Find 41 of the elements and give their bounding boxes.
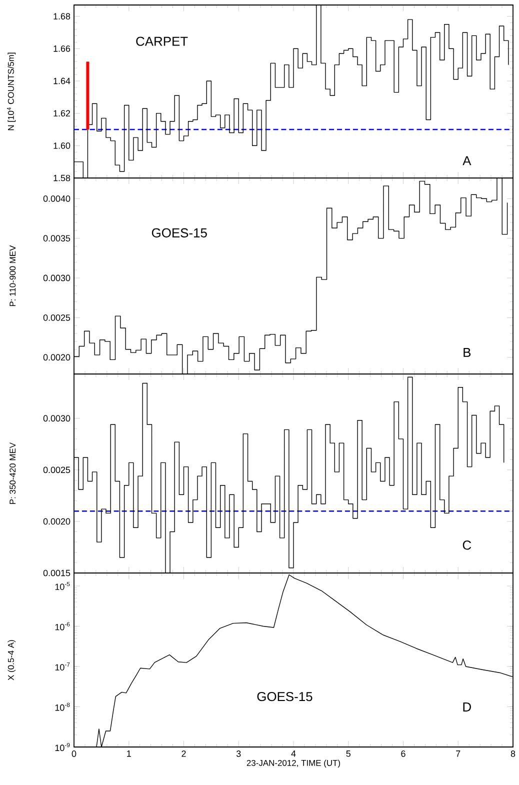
annotation: GOES-15 xyxy=(152,228,207,238)
y-tick-label: 0.0025 xyxy=(43,466,70,474)
y-tick-label: 1.68 xyxy=(54,13,70,20)
annotation: B xyxy=(464,348,471,357)
x-tick-label: 7 xyxy=(456,750,460,757)
y-tick-label: 0.0040 xyxy=(43,195,70,202)
y-tick-label: 0.0020 xyxy=(43,354,70,361)
y-tick-label: 0.0020 xyxy=(43,518,70,525)
x-tick-label: 3 xyxy=(236,750,241,757)
y-tick-label: 1.66 xyxy=(54,45,70,52)
y-tick-label: 1.60 xyxy=(54,142,70,149)
x-tick-label: 1 xyxy=(127,750,131,757)
y-tick-label: 10$^{-8}$ xyxy=(55,702,70,711)
y-tick-label: 10$^{-5}$ xyxy=(55,582,70,590)
x-tick-label: 6 xyxy=(401,750,406,757)
annotation: CARPET xyxy=(136,36,188,46)
y-tick-label: 0.0015 xyxy=(43,570,70,576)
x-axis-title: 23-JAN-2012, TIME (UT) xyxy=(246,760,340,768)
x-tick-label: 4 xyxy=(291,750,296,757)
x-tick-label: 5 xyxy=(346,750,350,757)
y-tick-label: 0.0030 xyxy=(43,274,70,282)
y-tick-label: 0.0030 xyxy=(43,415,70,422)
y-tick-label: 0.0025 xyxy=(43,314,70,321)
annotation: GOES-15 xyxy=(257,692,312,702)
y-axis-title: N [10$^{4}$ COUNTS/5m] xyxy=(6,52,16,130)
annotation: A xyxy=(462,156,472,166)
annotation: C xyxy=(462,540,472,550)
y-tick-label: 1.58 xyxy=(54,174,70,182)
y-tick-label: 0.0035 xyxy=(43,235,70,242)
y-axis-title: P: 110-900 MEV xyxy=(10,245,16,306)
x-tick-label: 2 xyxy=(182,750,186,757)
annotation: D xyxy=(463,702,471,712)
y-tick-label: 1.62 xyxy=(54,110,70,116)
y-tick-label: 1.64 xyxy=(54,78,70,84)
y-axis-title: P: 350-420 MEV xyxy=(10,442,16,504)
y-tick-label: 10$^{-7}$ xyxy=(55,662,70,670)
x-tick-label: 8 xyxy=(510,750,516,757)
y-axis-title: X (0.5-4 A) xyxy=(8,640,16,680)
x-tick-label: 0 xyxy=(72,750,76,757)
y-tick-label: 10$^{-9}$ xyxy=(55,742,70,752)
y-tick-label: 10$^{-6}$ xyxy=(55,622,70,630)
